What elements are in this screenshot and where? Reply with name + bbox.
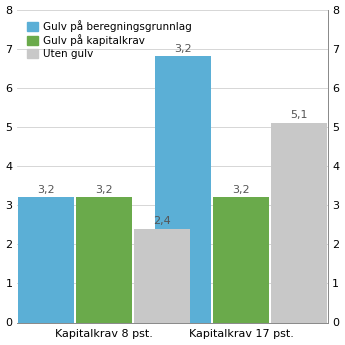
Text: 3,2: 3,2	[232, 185, 250, 195]
Text: 3,2: 3,2	[95, 185, 113, 195]
Text: 3,2: 3,2	[175, 44, 192, 54]
Bar	[155, 57, 211, 323]
Legend: Gulv på beregningsgrunnlag, Gulv på kapitalkrav, Uten gulv: Gulv på beregningsgrunnlag, Gulv på kapi…	[25, 18, 194, 61]
Bar	[76, 197, 132, 323]
Bar	[18, 197, 75, 323]
Bar	[213, 197, 269, 323]
Bar	[134, 229, 190, 323]
Text: 5,1: 5,1	[290, 110, 307, 120]
Text: 3,2: 3,2	[38, 185, 55, 195]
Text: 2,4: 2,4	[153, 216, 170, 226]
Bar	[270, 123, 327, 323]
